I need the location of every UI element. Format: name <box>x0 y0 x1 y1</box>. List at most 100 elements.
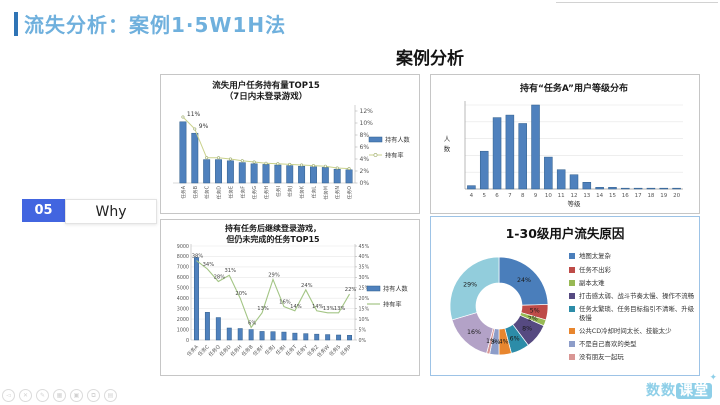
svg-text:任务B: 任务B <box>192 186 199 199</box>
bar-series <box>467 104 681 190</box>
legend-item: 任务不出彩 <box>569 266 697 275</box>
svg-text:流失用户任务持有量TOP15: 流失用户任务持有量TOP15 <box>212 80 320 91</box>
bar-series <box>194 257 352 341</box>
svg-text:14: 14 <box>596 193 603 199</box>
pen-icon[interactable]: ✎ <box>36 389 49 402</box>
svg-text:任务B: 任务B <box>240 343 255 358</box>
svg-text:任务W: 任务W <box>316 343 332 359</box>
svg-text:任务A: 任务A <box>180 185 187 199</box>
brand-badge: 课堂 <box>676 383 712 399</box>
svg-text:任务H: 任务H <box>263 186 270 200</box>
svg-text:2000: 2000 <box>177 317 189 323</box>
svg-text:3%: 3% <box>491 339 501 346</box>
legend-item: 打击感太弱、战斗节奏太慢、操作不流畅 <box>569 292 697 301</box>
svg-text:任务I: 任务I <box>275 186 282 197</box>
legend-item: 副本太难 <box>569 279 697 288</box>
svg-text:任务M: 任务M <box>322 186 329 200</box>
svg-text:40%: 40% <box>359 254 370 260</box>
svg-text:1%: 1% <box>486 338 496 345</box>
svg-text:15%: 15% <box>359 306 370 312</box>
svg-text:45%: 45% <box>359 244 370 250</box>
svg-text:15: 15 <box>609 193 616 199</box>
copy-icon[interactable]: ⧉ <box>87 389 100 402</box>
svg-text:5000: 5000 <box>177 286 189 292</box>
more-icon[interactable]: ▤ <box>104 389 117 402</box>
brand-text: 数数 <box>646 383 676 399</box>
chart-panel-level-distribution: 持有“任务A”用户等级分布 4 5 6 7 8 9 10 11 12 13 14 15 16 17 18 19 2… <box>430 74 700 214</box>
svg-text:5%: 5% <box>359 327 367 333</box>
svg-text:22%: 22% <box>345 287 357 293</box>
svg-text:任务L: 任务L <box>310 186 317 199</box>
svg-text:20: 20 <box>673 193 680 199</box>
svg-text:8%: 8% <box>522 325 532 332</box>
svg-text:10: 10 <box>545 193 552 199</box>
board-icon[interactable]: ▦ <box>53 389 66 402</box>
donut-legend: 地图太复杂 任务不出彩 副本太难 打击感太弱、战斗节奏太慢、操作不流畅 任务太繁琐、任务… <box>569 248 697 366</box>
watermark-toolbar: ◅ ✕ ✎ ▦ ▣ ⧉ ▤ <box>2 389 117 402</box>
chart-panel-churn-reasons: 1-30级用户流失原因 24% 5% 2% 8% 6% 4% 3% 1% 16% 29% 地图太复… <box>430 216 700 376</box>
sparkle-icon: ✦ <box>709 373 717 383</box>
svg-text:4000: 4000 <box>177 296 189 302</box>
svg-text:20%: 20% <box>359 296 370 302</box>
svg-text:任务S: 任务S <box>328 343 342 357</box>
combo-chart-task-holding: 流失用户任务持有量TOP15（7日内未登录游戏） 0% 2% 4% 6% 8% 10% 12%… <box>173 80 411 200</box>
close-icon[interactable]: ✕ <box>19 389 32 402</box>
svg-text:11: 11 <box>558 193 565 199</box>
svg-text:任务C: 任务C <box>204 185 211 199</box>
chart-panel-task-holding-top15: 流失用户任务持有量TOP15 （7日内未登录游戏） 0% 2% 4% 6% 8% 10% 12%… <box>160 74 420 214</box>
svg-text:13%: 13% <box>334 306 346 312</box>
svg-text:35%: 35% <box>359 265 370 271</box>
legend-item: 公共CD冷却时间太长、技能太少 <box>569 327 697 336</box>
svg-text:0%: 0% <box>359 338 367 344</box>
donut-chart-churn-reasons: 24% 5%2% 8%6%4%3%1% 16% 29% <box>449 256 549 356</box>
svg-text:9%: 9% <box>199 123 209 130</box>
top-border-line <box>556 2 718 3</box>
svg-text:34%: 34% <box>203 262 215 268</box>
title-accent-bar <box>14 12 18 36</box>
svg-text:13%: 13% <box>257 306 269 312</box>
chart-panel-unfinished-task-top15: 持有任务后继续登录游戏， 但仍未完成的任务TOP15 0 1000 2000 3000 40… <box>160 219 420 376</box>
svg-text:持有率: 持有率 <box>383 301 402 309</box>
svg-text:任务O: 任务O <box>346 186 353 200</box>
svg-text:14%: 14% <box>290 304 302 310</box>
svg-text:0%: 0% <box>360 180 370 187</box>
svg-text:9: 9 <box>534 193 538 199</box>
legend-item: 没有朋友一起玩 <box>569 353 697 362</box>
camera-icon[interactable]: ▣ <box>70 389 83 402</box>
svg-text:31%: 31% <box>225 268 237 274</box>
svg-text:8000: 8000 <box>177 254 189 260</box>
svg-text:2%: 2% <box>360 168 370 175</box>
svg-text:25%: 25% <box>359 286 370 292</box>
svg-text:5%: 5% <box>530 308 540 315</box>
svg-text:（7日内未登录游戏）: （7日内未登录游戏） <box>225 91 307 102</box>
svg-text:8%: 8% <box>360 132 370 139</box>
svg-text:7000: 7000 <box>177 265 189 271</box>
bar-chart-level-distribution: 持有“任务A”用户等级分布 4 5 6 7 8 9 10 11 12 13 14 15 16 17 18 19 2… <box>444 82 683 208</box>
svg-text:9000: 9000 <box>177 244 189 250</box>
svg-text:任务F: 任务F <box>251 343 265 357</box>
svg-text:等级: 等级 <box>568 199 582 208</box>
svg-text:29%: 29% <box>463 281 477 288</box>
svg-text:任务E: 任务E <box>227 186 234 199</box>
svg-text:但仍未完成的任务TOP15: 但仍未完成的任务TOP15 <box>225 234 320 244</box>
combo-chart-unfinished-tasks: 持有任务后继续登录游戏，但仍未完成的任务TOP15 0 1000 2000 3000 40… <box>177 223 409 359</box>
legend-item: 不是自己喜欢的类型 <box>569 340 697 349</box>
svg-text:30%: 30% <box>359 275 370 281</box>
donut-slices <box>449 256 549 356</box>
svg-text:6%: 6% <box>510 335 520 342</box>
svg-text:19: 19 <box>660 193 667 199</box>
svg-text:6%: 6% <box>360 144 370 151</box>
svg-text:16%: 16% <box>279 300 291 306</box>
svg-text:持有“任务A”用户等级分布: 持有“任务A”用户等级分布 <box>520 82 628 94</box>
svg-text:17: 17 <box>635 193 642 199</box>
legend-item: 任务太繁琐、任务目标指引不清晰、升级极慢 <box>569 305 697 322</box>
svg-text:7: 7 <box>508 193 512 199</box>
svg-text:24%: 24% <box>301 283 313 289</box>
svg-text:6000: 6000 <box>177 275 189 281</box>
svg-text:任务J: 任务J <box>287 186 294 197</box>
bar-series <box>179 121 353 184</box>
svg-text:3000: 3000 <box>177 306 189 312</box>
back-icon[interactable]: ◅ <box>2 389 15 402</box>
svg-text:11%: 11% <box>187 111 201 118</box>
svg-text:任务H: 任务H <box>229 343 244 358</box>
